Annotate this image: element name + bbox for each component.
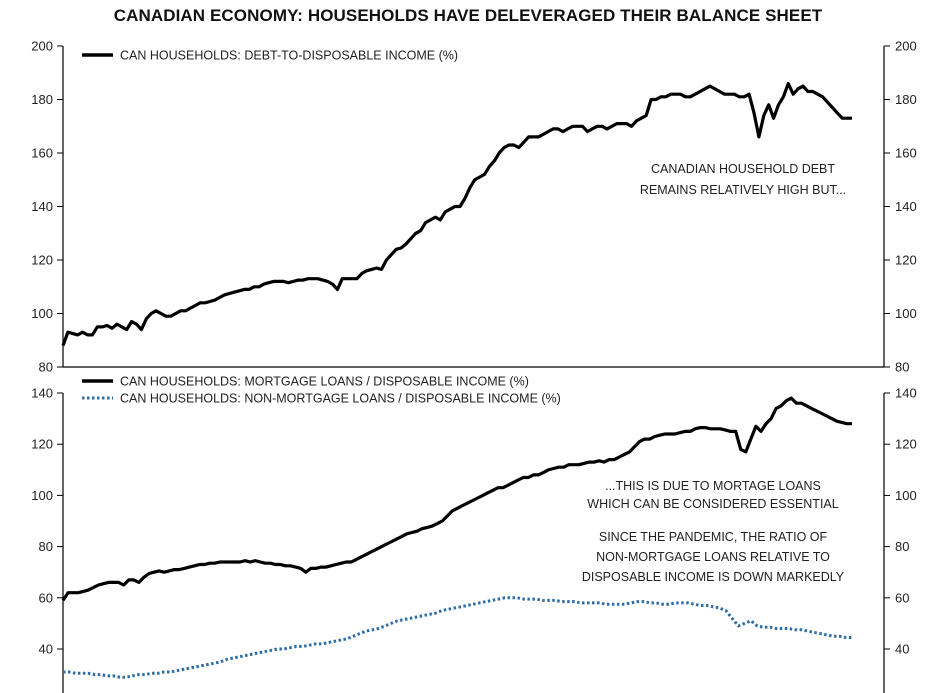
annotation-text: CANADIAN HOUSEHOLD DEBT xyxy=(651,162,835,176)
legend-label: CAN HOUSEHOLDS: MORTGAGE LOANS / DISPOSA… xyxy=(120,375,529,389)
y-tick-label-left: 40 xyxy=(39,642,53,657)
legend-label: CAN HOUSEHOLDS: NON-MORTGAGE LOANS / DIS… xyxy=(120,392,561,406)
y-tick-label-right: 140 xyxy=(895,199,917,214)
y-tick-label-left: 140 xyxy=(31,199,53,214)
chart-panel-1: 80 80 100 100 120 120 140 140 160 160 180 180 200 200… xyxy=(31,39,916,375)
chart-panel-2: 40 40 60 60 80 80 100 100 120 120 140 140 CAN HOUSEH… xyxy=(31,375,917,693)
y-tick-label-left: 80 xyxy=(39,360,53,375)
y-tick-label-right: 80 xyxy=(895,360,909,375)
y-tick-label-right: 120 xyxy=(895,253,917,268)
y-tick-label-right: 100 xyxy=(895,306,917,321)
y-tick-label-left: 60 xyxy=(39,590,53,605)
y-tick-label-left: 100 xyxy=(31,488,53,503)
y-tick-label-right: 40 xyxy=(895,642,909,657)
y-tick-label-left: 80 xyxy=(39,539,53,554)
series-line-1 xyxy=(61,81,852,347)
y-tick-label-left: 100 xyxy=(31,306,53,321)
y-tick-label-left: 120 xyxy=(31,253,53,268)
annotation-text: SINCE THE PANDEMIC, THE RATIO OF xyxy=(599,530,828,544)
series-line-1 xyxy=(61,396,852,602)
y-tick-label-right: 120 xyxy=(895,437,917,452)
y-tick-label-right: 180 xyxy=(895,92,917,107)
annotation-text: WHICH CAN BE CONSIDERED ESSENTIAL xyxy=(587,497,838,511)
y-tick-label-right: 100 xyxy=(895,488,917,503)
y-tick-label-right: 140 xyxy=(895,386,917,401)
y-tick-label-right: 80 xyxy=(895,539,909,554)
y-tick-label-right: 160 xyxy=(895,146,917,161)
annotation-text: NON-MORTGAGE LOANS RELATIVE TO xyxy=(596,550,830,564)
y-tick-label-left: 160 xyxy=(31,146,53,161)
chart-title: CANADIAN ECONOMY: HOUSEHOLDS HAVE DELEVE… xyxy=(113,6,823,25)
y-tick-label-right: 60 xyxy=(895,590,909,605)
y-tick-label-left: 120 xyxy=(31,437,53,452)
y-tick-label-left: 200 xyxy=(31,39,53,54)
y-tick-label-left: 140 xyxy=(31,386,53,401)
annotation-text: DISPOSABLE INCOME IS DOWN MARKEDLY xyxy=(582,570,845,584)
legend-label: CAN HOUSEHOLDS: DEBT-TO-DISPOSABLE INCOM… xyxy=(120,49,458,63)
annotation-text: REMAINS RELATIVELY HIGH BUT... xyxy=(640,183,846,197)
y-tick-label-left: 180 xyxy=(31,92,53,107)
annotation-text: ...THIS IS DUE TO MORTAGE LOANS xyxy=(605,479,821,493)
series-line-2 xyxy=(63,596,852,679)
y-tick-label-right: 200 xyxy=(895,39,917,54)
